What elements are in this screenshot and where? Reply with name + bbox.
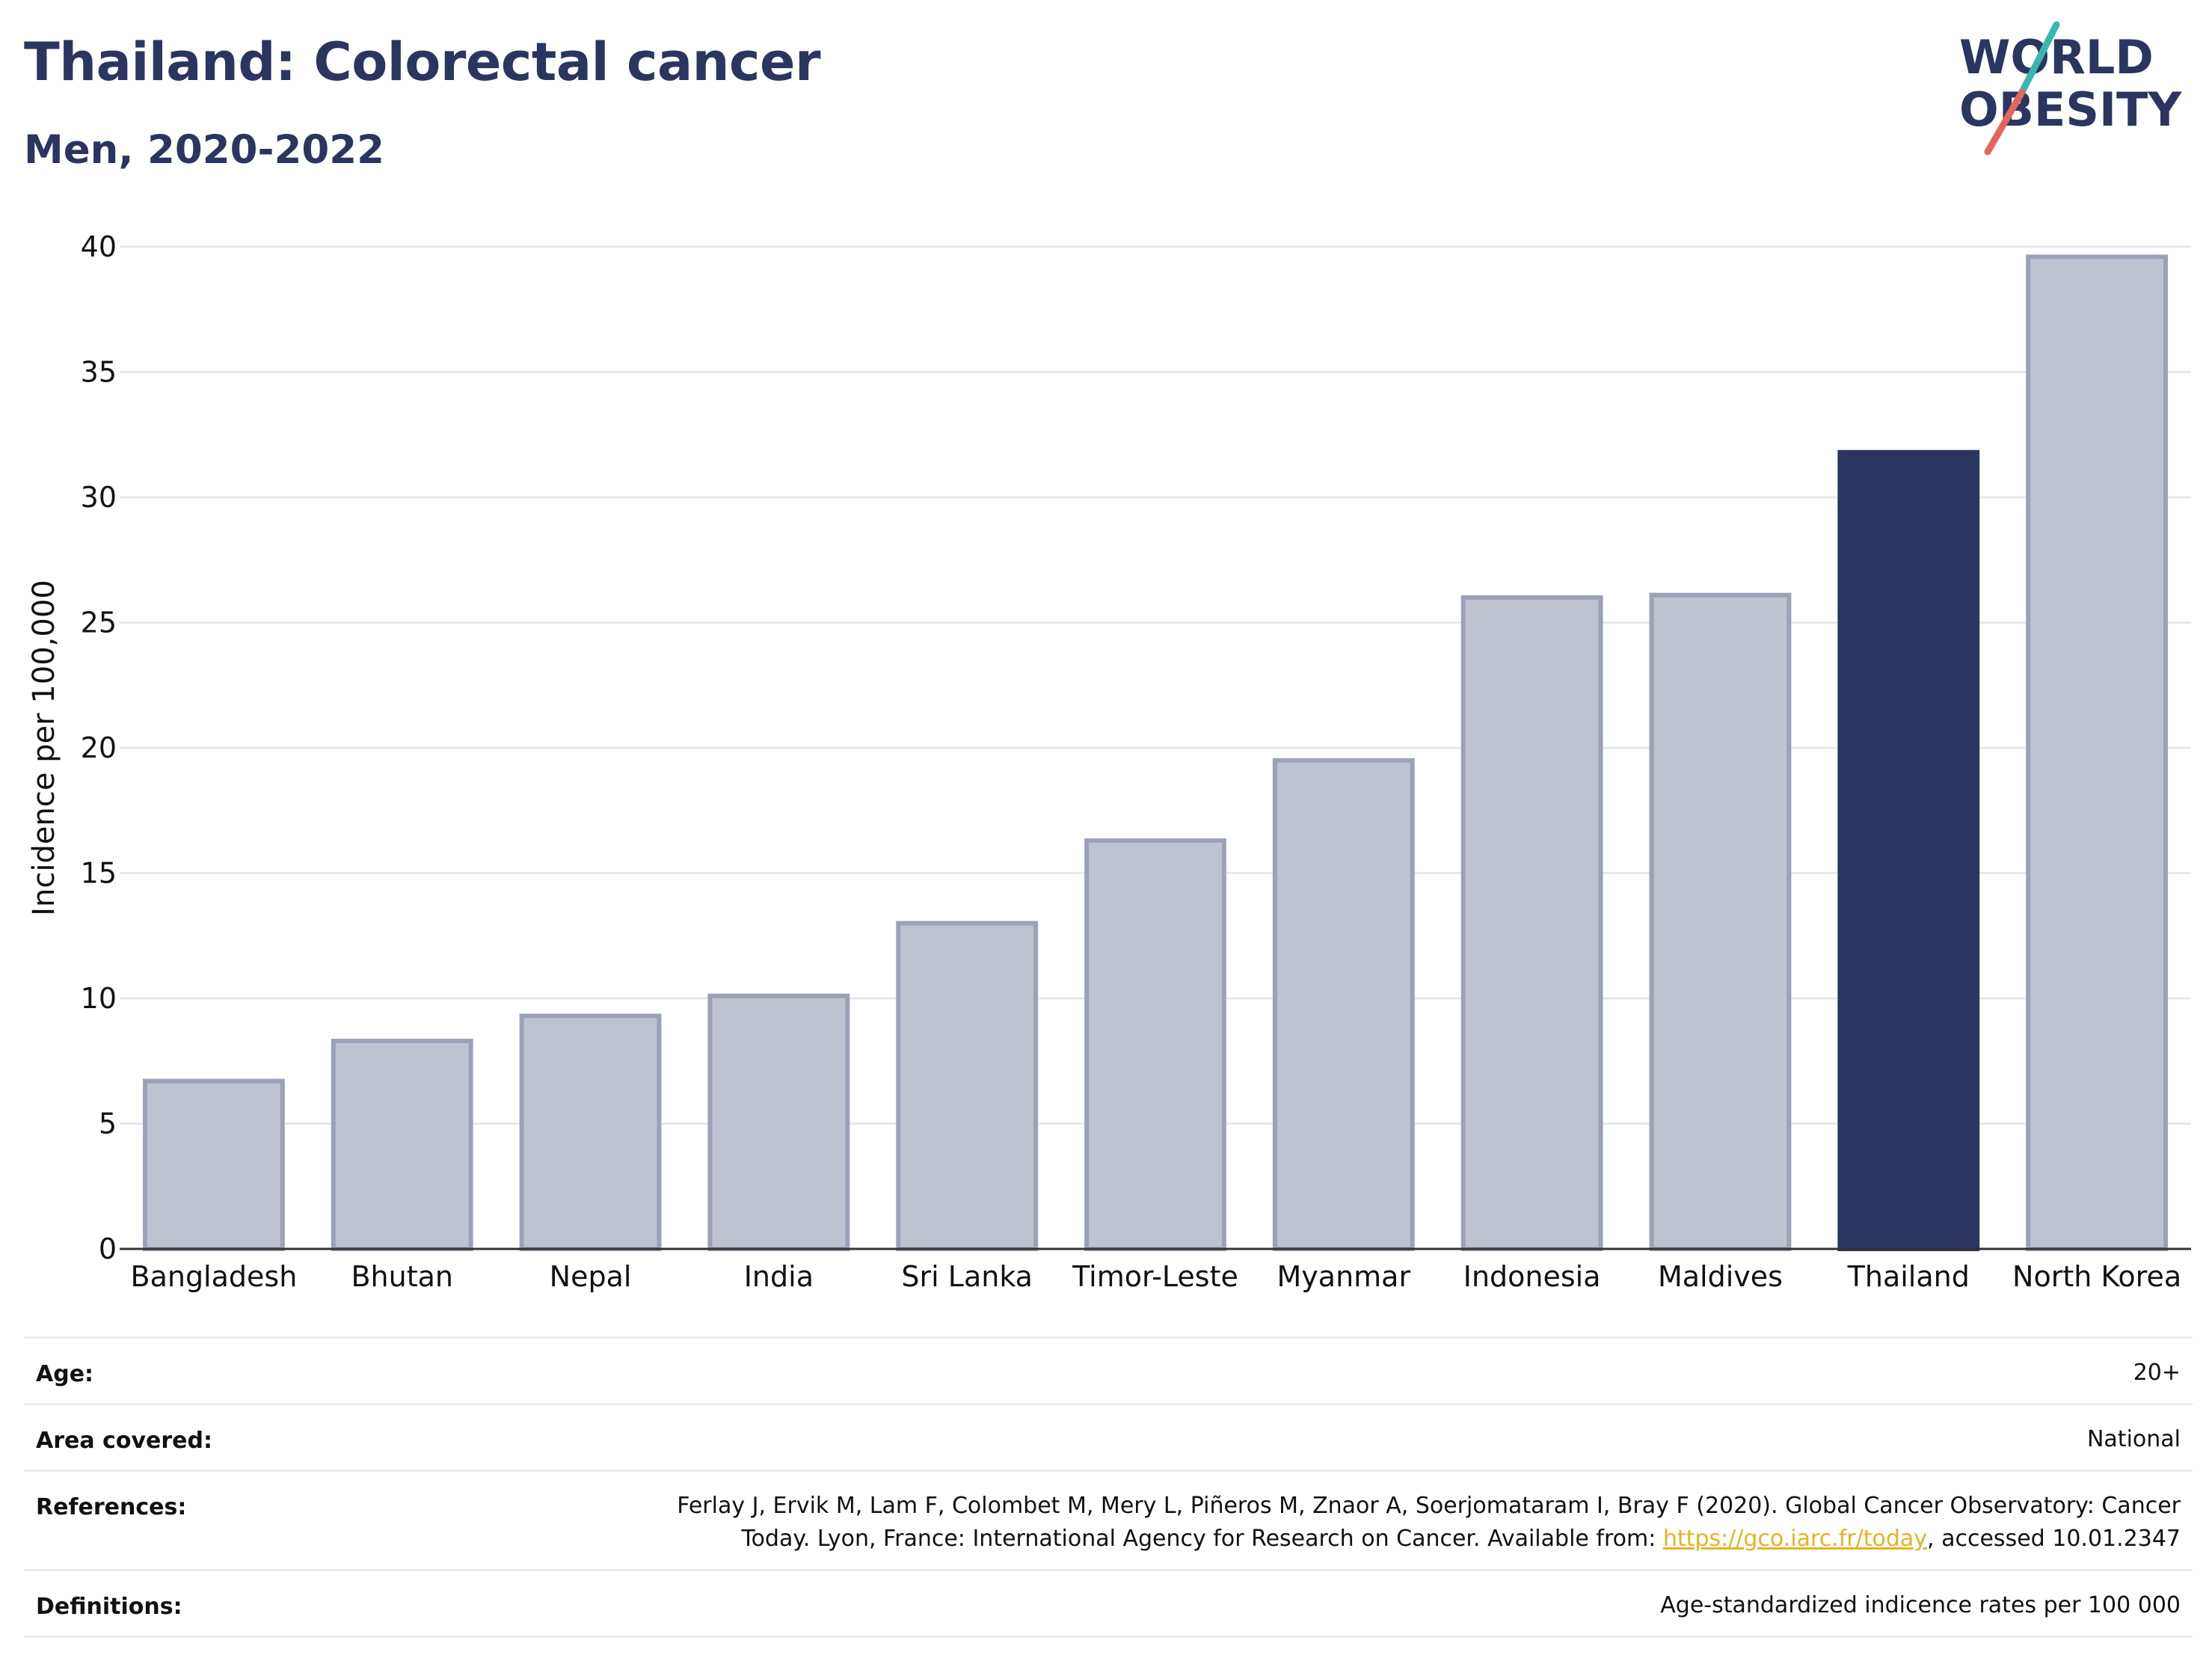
bar-indonesia — [1460, 595, 1603, 1251]
x-tick-label: India — [744, 1260, 814, 1293]
x-tick-label: North Korea — [2012, 1260, 2181, 1293]
x-tick-label: Sri Lanka — [901, 1260, 1033, 1293]
bar-north-korea — [2026, 254, 2169, 1251]
y-tick-label: 10 — [81, 982, 117, 1015]
bar-nepal — [519, 1013, 662, 1251]
logo-slash-bottom — [1984, 88, 2026, 156]
x-tick-label: Indonesia — [1463, 1260, 1601, 1293]
logo-text-world: WORLD — [1959, 30, 2154, 85]
x-tick-label: Bhutan — [351, 1260, 453, 1293]
bar-thailand — [1837, 449, 1980, 1252]
meta-row-age: Age: 20+ — [24, 1336, 2193, 1403]
y-tick-label: 30 — [81, 481, 117, 514]
meta-label: Area covered: — [36, 1428, 212, 1454]
y-tick-label: 25 — [81, 607, 117, 639]
chart-subtitle: Men, 2020-2022 — [24, 127, 385, 173]
reference-link[interactable]: https://gco.iarc.fr/today — [1662, 1526, 1928, 1552]
meta-value: Ferlay J, Ervik M, Lam F, Colombet M, Me… — [677, 1485, 2181, 1556]
logo-slash-top — [2018, 21, 2060, 96]
bar-chart: 0 5 10 15 20 25 30 35 40 Bangladesh Bhutan Nepal In… — [27, 230, 2191, 1293]
bar-timor-leste — [1084, 838, 1226, 1251]
x-tick-label: Nepal — [550, 1260, 632, 1293]
bar-india — [707, 993, 850, 1252]
meta-value: Age-standardized indicence rates per 100… — [1660, 1592, 2181, 1618]
y-tick-label: 20 — [81, 731, 117, 764]
reference-accessed: , accessed 10.01.2347 — [1927, 1526, 2181, 1552]
y-axis-ticks: 0 5 10 15 20 25 30 35 40 — [81, 230, 117, 1265]
x-axis-ticks: Bangladesh Bhutan Nepal India Sri Lanka Timor… — [131, 1260, 2182, 1293]
chart-title: Thailand: Colorectal cancer — [24, 31, 821, 93]
x-tick-label: Myanmar — [1277, 1260, 1411, 1293]
reference-text-line1: Ferlay J, Ervik M, Lam F, Colombet M, Me… — [677, 1493, 2181, 1519]
world-obesity-logo: WORLD OBESITY — [1959, 21, 2182, 156]
x-tick-label: Timor-Leste — [1072, 1260, 1238, 1293]
meta-row-references: References: Ferlay J, Ervik M, Lam F, Co… — [24, 1470, 2193, 1569]
bar-myanmar — [1272, 758, 1415, 1251]
y-tick-label: 0 — [99, 1232, 117, 1265]
y-tick-label: 35 — [81, 356, 117, 389]
reference-text-line2: Today. Lyon, France: International Agenc… — [741, 1526, 1663, 1552]
y-axis-label: Incidence per 100,000 — [27, 580, 61, 916]
y-tick-label: 40 — [81, 230, 117, 263]
y-tick-label: 15 — [81, 857, 117, 890]
metadata-table: Age: 20+ Area covered: National Referenc… — [24, 1336, 2193, 1638]
meta-label: Age: — [36, 1361, 94, 1387]
bars — [142, 254, 2169, 1252]
meta-value: National — [2086, 1426, 2181, 1452]
meta-label: References: — [36, 1494, 187, 1520]
bar-sri-lanka — [896, 921, 1039, 1251]
meta-value: 20+ — [2133, 1360, 2181, 1386]
x-tick-label: Thailand — [1847, 1260, 1970, 1293]
bar-maldives — [1649, 592, 1792, 1251]
logo-text-obesity: OBESITY — [1959, 82, 2182, 137]
bar-bhutan — [331, 1038, 473, 1251]
meta-label: Definitions: — [36, 1594, 182, 1620]
y-tick-label: 5 — [99, 1108, 117, 1140]
x-tick-label: Maldives — [1658, 1260, 1783, 1293]
meta-row-area: Area covered: National — [24, 1403, 2193, 1470]
x-tick-label: Bangladesh — [131, 1260, 298, 1293]
meta-row-definitions: Definitions: Age-standardized indicence … — [24, 1569, 2193, 1638]
bar-bangladesh — [142, 1078, 285, 1252]
